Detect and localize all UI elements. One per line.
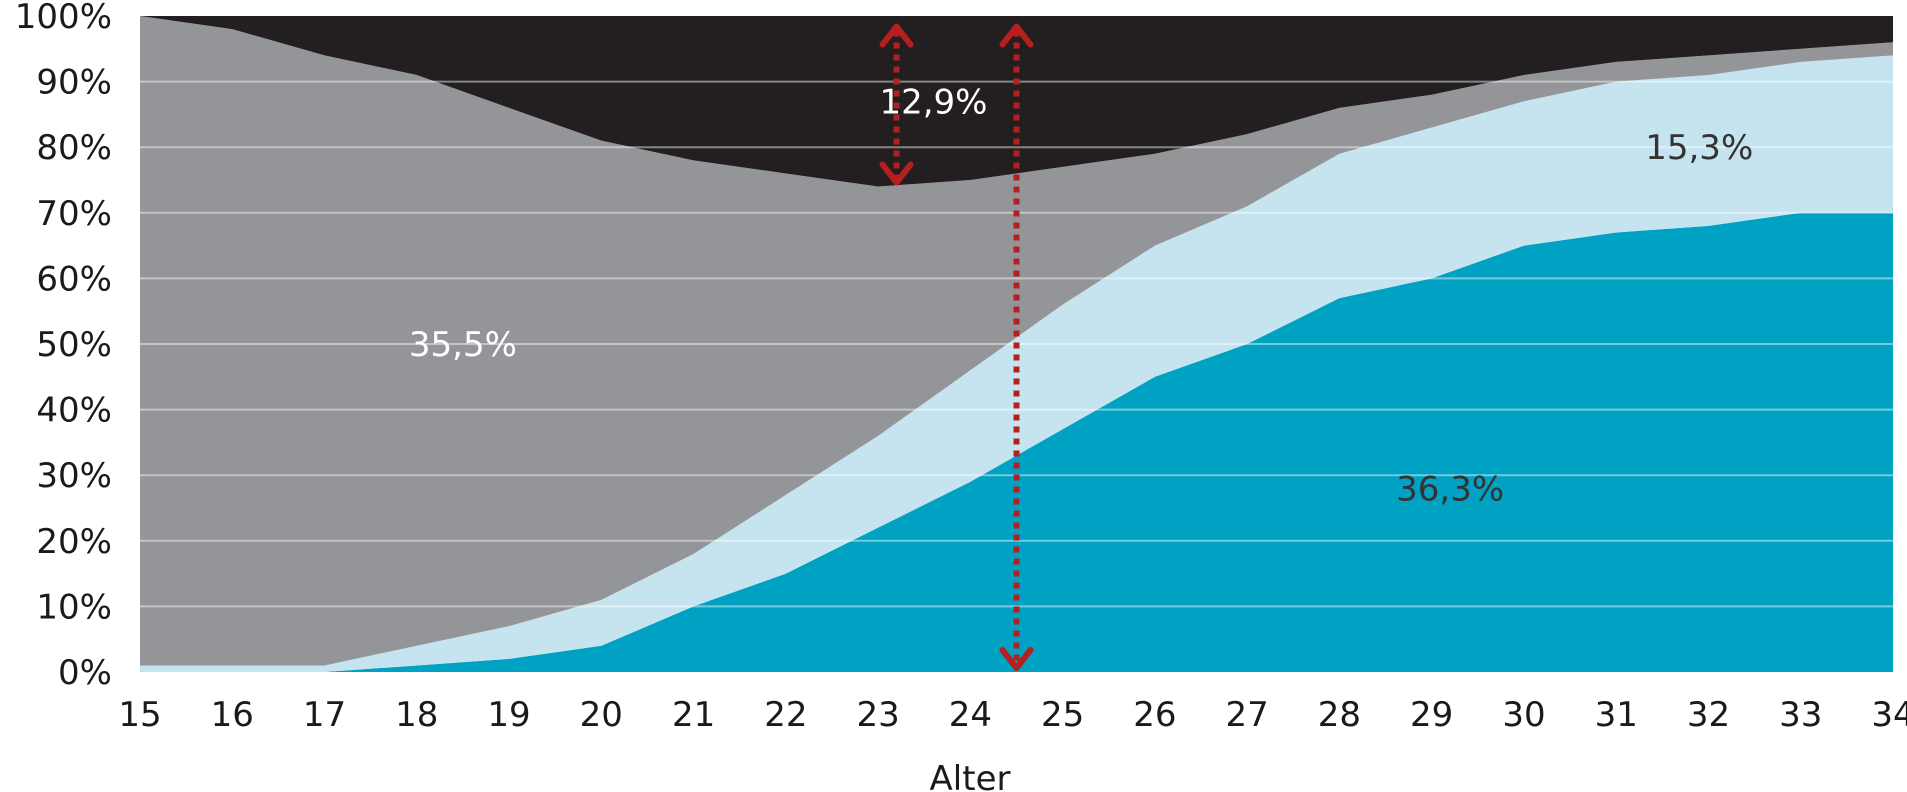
x-tick-label: 15 — [118, 695, 161, 735]
x-tick-label: 16 — [211, 695, 254, 735]
area-series-4 — [140, 16, 1893, 187]
x-tick-label: 17 — [303, 695, 346, 735]
y-tick-label: 20% — [36, 522, 112, 562]
arrow-markers — [879, 23, 1034, 671]
y-tick-label: 40% — [36, 391, 112, 431]
y-tick-label: 70% — [36, 194, 112, 234]
x-tick-label: 23 — [856, 695, 899, 735]
x-tick-label: 32 — [1687, 695, 1730, 735]
x-tick-label: 26 — [1133, 695, 1176, 735]
x-tick-label: 25 — [1041, 695, 1084, 735]
y-tick-label: 90% — [36, 63, 112, 103]
x-axis-ticks: 15 16 17 18 19 20 21 22 23 24 25 26 27 28 29 30 31 32 33 34 — [118, 695, 1907, 735]
y-tick-label: 60% — [36, 259, 112, 299]
y-tick-label: 80% — [36, 128, 112, 168]
arrow-head-up — [879, 23, 914, 48]
annotations: 35,5% 12,9% 36,3% 15,3% — [409, 82, 1753, 509]
value-annotation: 36,3% — [1396, 469, 1504, 509]
y-tick-label: 50% — [36, 325, 112, 365]
x-tick-label: 34 — [1871, 695, 1907, 735]
arrow-head-down — [999, 647, 1034, 671]
x-tick-label: 33 — [1779, 695, 1822, 735]
x-tick-label: 30 — [1502, 695, 1545, 735]
x-tick-label: 28 — [1318, 695, 1361, 735]
x-tick-label: 24 — [949, 695, 992, 735]
x-tick-label: 19 — [487, 695, 530, 735]
area-series-1 — [140, 212, 1893, 673]
x-tick-label: 27 — [1226, 695, 1269, 735]
area-layers — [140, 16, 1893, 673]
x-tick-label: 22 — [764, 695, 807, 735]
area-series-2 — [140, 55, 1893, 673]
value-annotation: 12,9% — [879, 82, 987, 122]
y-tick-label: 0% — [58, 653, 112, 693]
x-tick-label: 31 — [1595, 695, 1638, 735]
double-arrow-marker — [879, 23, 914, 186]
value-annotation: 35,5% — [409, 325, 517, 365]
area-series-3 — [140, 16, 1893, 666]
y-tick-label: 100% — [15, 0, 112, 37]
x-tick-label: 21 — [672, 695, 715, 735]
x-tick-label: 20 — [580, 695, 623, 735]
y-tick-label: 30% — [36, 456, 112, 496]
y-axis-ticks: 0% 10% 20% 30% 40% 50% 60% 70% 80% 90% 100% — [15, 0, 112, 693]
arrow-head-down — [879, 161, 914, 186]
x-tick-label: 29 — [1410, 695, 1453, 735]
x-axis-label: Alter — [930, 759, 1011, 792]
arrow-head-up — [999, 23, 1034, 48]
y-tick-label: 10% — [36, 587, 112, 627]
x-tick-label: 18 — [395, 695, 438, 735]
value-annotation: 15,3% — [1645, 128, 1753, 168]
double-arrow-marker — [999, 23, 1034, 671]
